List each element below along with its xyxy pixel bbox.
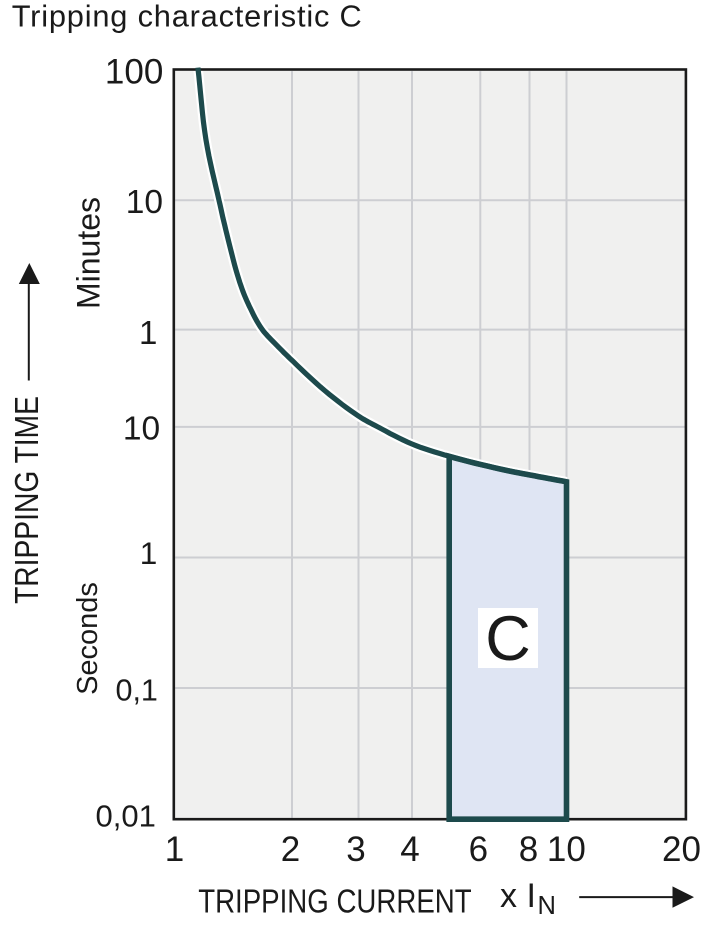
svg-text:10: 10	[547, 830, 586, 869]
svg-text:TRIPPING CURRENT: TRIPPING CURRENT	[198, 883, 471, 920]
svg-text:3: 3	[346, 830, 365, 869]
svg-text:Minutes: Minutes	[71, 197, 107, 309]
svg-text:10: 10	[123, 411, 160, 448]
svg-text:2: 2	[281, 830, 300, 869]
svg-text:1: 1	[139, 314, 157, 351]
svg-text:TRIPPING TIME: TRIPPING TIME	[8, 396, 46, 604]
svg-text:Seconds: Seconds	[72, 582, 104, 695]
svg-text:Tripping characteristic C: Tripping characteristic C	[12, 0, 363, 34]
svg-text:10: 10	[126, 184, 163, 221]
svg-text:C: C	[485, 604, 531, 674]
svg-text:x I: x I	[500, 877, 536, 915]
svg-text:100: 100	[105, 52, 163, 91]
svg-text:N: N	[538, 892, 556, 920]
svg-text:0,01: 0,01	[96, 798, 156, 833]
svg-text:0,1: 0,1	[115, 673, 157, 707]
svg-text:8: 8	[519, 830, 538, 869]
svg-text:1: 1	[165, 830, 184, 869]
svg-text:1: 1	[140, 535, 158, 571]
svg-text:4: 4	[400, 830, 419, 869]
svg-text:20: 20	[662, 830, 701, 869]
svg-text:6: 6	[469, 830, 488, 869]
